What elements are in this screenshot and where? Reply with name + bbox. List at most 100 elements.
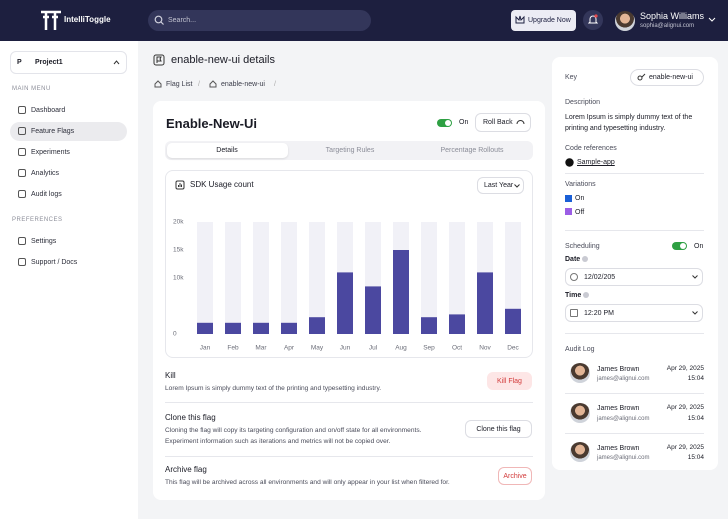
bar-track [225,222,241,334]
action-title: Archive flag [165,465,207,474]
audit-name: James Brown [597,365,640,373]
chart-card [165,170,533,358]
breadcrumb[interactable]: enable-new-ui [221,81,265,88]
x-tick-label: Apr [284,345,295,352]
key-icon [637,73,646,81]
details-panel [552,57,718,470]
bar-track [421,222,437,334]
audit-email: james@alignui.com [597,376,650,382]
toggle-label: On [459,119,469,126]
code-link[interactable]: Sample-app [577,159,615,166]
menu-icon [18,237,26,245]
section-label: MAIN MENU [12,86,51,92]
tab[interactable]: Targeting Rules [325,147,375,154]
info-icon [583,292,589,298]
time-value: 12:20 PM [584,310,614,317]
date-select[interactable] [565,268,703,286]
x-tick-label: Jul [369,345,378,352]
upgrade-text: Upgrade Now [528,17,571,24]
divider [565,432,704,434]
menu-item[interactable]: Dashboard [31,106,66,114]
label: Date [565,256,581,263]
x-tick-label: Aug [395,345,407,352]
chart-title: SDK Usage count [190,180,254,189]
key-value: enable-new-ui [649,74,693,81]
y-tick-label: 0 [173,331,177,338]
x-tick-label: Oct [452,345,462,352]
search-placeholder: Search... [168,17,197,24]
bar [225,322,241,334]
notifications[interactable] [583,10,603,30]
key-pill [630,69,704,86]
y-tick-label: 20k [173,219,184,226]
audit-date: Apr 29, 2025 [666,364,704,372]
description: Lorem Ipsum is simply dummy text of the … [565,114,693,132]
action-description: Lorem Ipsum is simply dummy text of the … [165,385,382,392]
rollback-icon [516,120,525,125]
date-value: 12/02/205 [584,274,616,281]
menu-item[interactable]: Support / Docs [31,258,78,266]
search-icon [154,15,164,25]
menu-icon [18,169,26,177]
chevron [514,184,520,188]
chevron[interactable] [708,17,716,23]
user-email: sophia@alignui.com [640,23,695,29]
bar [197,322,213,334]
period-select[interactable]: Last Year [477,177,524,194]
home-icon [154,80,162,88]
action-button[interactable]: Archive [498,467,532,485]
action-description: Cloning the flag will copy its targeting… [165,427,422,445]
time-select[interactable] [565,304,703,322]
audit-avatar [570,363,590,383]
active-tab [167,143,288,158]
chart-icon [175,180,185,190]
flag-icon [153,54,165,66]
bar [393,250,409,334]
chevron [692,311,698,315]
schedule-toggle[interactable] [672,242,687,250]
flag-name: Enable-New-Ui [166,116,258,131]
info-icon [582,256,588,262]
user-avatar[interactable] [615,11,635,31]
bar [309,317,325,334]
menu-item[interactable]: Analytics [31,169,60,177]
label: Variations [565,181,596,188]
audit-time: 15:04 [687,414,704,422]
variation: On [575,195,585,202]
action-button[interactable]: Kill Flag [487,372,532,390]
menu-item[interactable]: Experiments [31,148,70,156]
menu-item[interactable]: Settings [31,237,57,245]
audit-avatar [570,442,590,462]
label: Scheduling [565,243,600,250]
upgrade-button[interactable] [511,10,576,31]
variation-swatch [565,195,572,202]
rollback-button[interactable]: Roll Back [475,113,531,132]
audit-email: james@alignui.com [597,455,650,461]
action-button[interactable]: Clone this flag [465,420,532,438]
audit-name: James Brown [597,444,640,452]
menu-item[interactable]: Feature Flags [31,127,75,135]
menu-icon [18,258,26,266]
bar-track [449,222,465,334]
home-icon [209,80,217,88]
y-tick-label: 10k [173,275,184,282]
bar [281,322,297,334]
project-initial: P [17,59,22,66]
page-title: enable-new-ui details [171,54,275,66]
project-select[interactable] [10,51,127,74]
bar-track [281,222,297,334]
separator: / [198,81,200,88]
flag-toggle[interactable] [437,119,452,127]
bar [253,322,269,334]
menu-icon [18,106,26,114]
bar [365,286,381,334]
menu-item[interactable]: Audit logs [31,190,62,198]
breadcrumb[interactable]: Flag List [166,81,193,88]
search-box[interactable] [148,10,371,31]
action-description: This flag will be archived across all en… [165,479,450,486]
divider [565,393,704,394]
tab[interactable]: Details [216,147,238,154]
x-tick-label: Jun [340,345,351,352]
tab[interactable]: Percentage Rollouts [440,147,504,154]
